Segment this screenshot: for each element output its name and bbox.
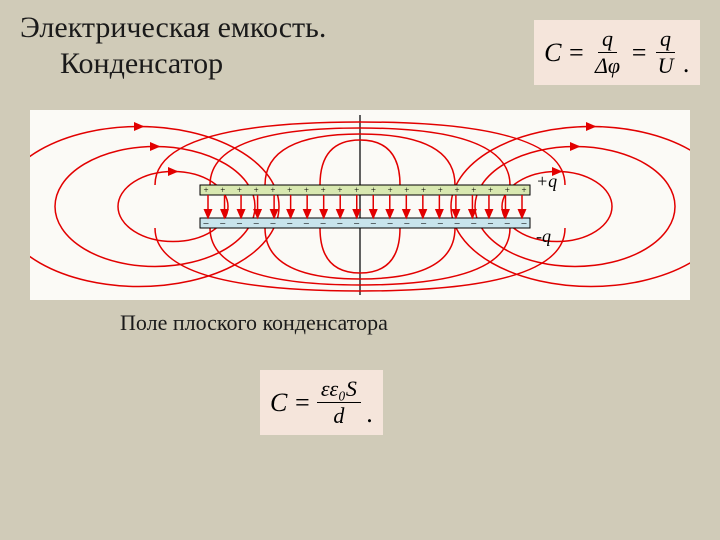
- svg-text:−: −: [487, 218, 493, 230]
- f1-lhs: C: [544, 38, 561, 68]
- svg-text:−: −: [370, 218, 376, 230]
- svg-text:+: +: [354, 185, 359, 195]
- field-svg: + − + − + − + − + − + − + − + − + − + − + − + − + − + − + − + − + − + − + − + −…: [30, 110, 690, 300]
- f2-den: d: [329, 403, 348, 429]
- capacitor-field-diagram: + − + − + − + − + − + − + − + − + − + − + − + − + − + − + − + − + − + − + − + −…: [30, 110, 690, 300]
- svg-text:+: +: [505, 185, 510, 195]
- svg-text:−: −: [270, 218, 276, 230]
- svg-text:+: +: [254, 185, 259, 195]
- svg-text:−: −: [420, 218, 426, 230]
- f2-dot: .: [367, 399, 374, 429]
- title-line1: Электрическая емкость.: [20, 10, 326, 46]
- svg-text:+: +: [203, 185, 208, 195]
- title-line2: Конденсатор: [20, 46, 326, 82]
- f2-eq: =: [293, 388, 311, 418]
- svg-text:−: −: [287, 218, 293, 230]
- svg-text:+: +: [421, 185, 426, 195]
- page-title: Электрическая емкость. Конденсатор: [20, 10, 326, 82]
- svg-text:−: −: [320, 218, 326, 230]
- svg-text:+: +: [388, 185, 393, 195]
- svg-text:+q: +q: [536, 171, 557, 191]
- f2-frac: εε₀S d: [317, 376, 361, 429]
- svg-text:−: −: [337, 218, 343, 230]
- svg-text:+: +: [237, 185, 242, 195]
- svg-text:+: +: [521, 185, 526, 195]
- svg-text:−: −: [471, 218, 477, 230]
- plate-capacitance-formula: C = εε₀S d .: [260, 370, 383, 435]
- svg-text:−: −: [203, 218, 209, 230]
- svg-text:−: −: [303, 218, 309, 230]
- svg-text:+: +: [220, 185, 225, 195]
- f1-eq2: =: [630, 38, 648, 68]
- f1-frac2-den: U: [654, 53, 678, 79]
- svg-text:+: +: [488, 185, 493, 195]
- svg-text:−: −: [387, 218, 393, 230]
- svg-text:+: +: [371, 185, 376, 195]
- svg-text:−: −: [504, 218, 510, 230]
- f1-frac1-num: q: [598, 26, 617, 53]
- svg-text:−: −: [354, 218, 360, 230]
- svg-text:+: +: [455, 185, 460, 195]
- svg-text:+: +: [438, 185, 443, 195]
- capacitance-formula: C = q Δφ = q U .: [534, 20, 700, 85]
- svg-text:+: +: [471, 185, 476, 195]
- svg-text:−: −: [521, 218, 527, 230]
- f1-frac2-num: q: [656, 26, 675, 53]
- svg-text:−: −: [220, 218, 226, 230]
- f1-frac2: q U: [654, 26, 678, 79]
- svg-text:-q: -q: [536, 226, 551, 246]
- svg-text:−: −: [437, 218, 443, 230]
- svg-text:+: +: [404, 185, 409, 195]
- svg-text:−: −: [404, 218, 410, 230]
- f1-dot: .: [684, 49, 691, 79]
- svg-text:+: +: [321, 185, 326, 195]
- svg-text:−: −: [236, 218, 242, 230]
- svg-text:−: −: [454, 218, 460, 230]
- f1-frac1: q Δφ: [591, 26, 624, 79]
- svg-text:+: +: [287, 185, 292, 195]
- svg-text:−: −: [253, 218, 259, 230]
- svg-text:+: +: [270, 185, 275, 195]
- diagram-caption: Поле плоского конденсатора: [120, 310, 388, 336]
- svg-text:+: +: [337, 185, 342, 195]
- f2-lhs: C: [270, 388, 287, 418]
- f1-eq1: =: [567, 38, 585, 68]
- f1-frac1-den: Δφ: [591, 53, 624, 79]
- svg-text:+: +: [304, 185, 309, 195]
- f2-num: εε₀S: [317, 376, 361, 403]
